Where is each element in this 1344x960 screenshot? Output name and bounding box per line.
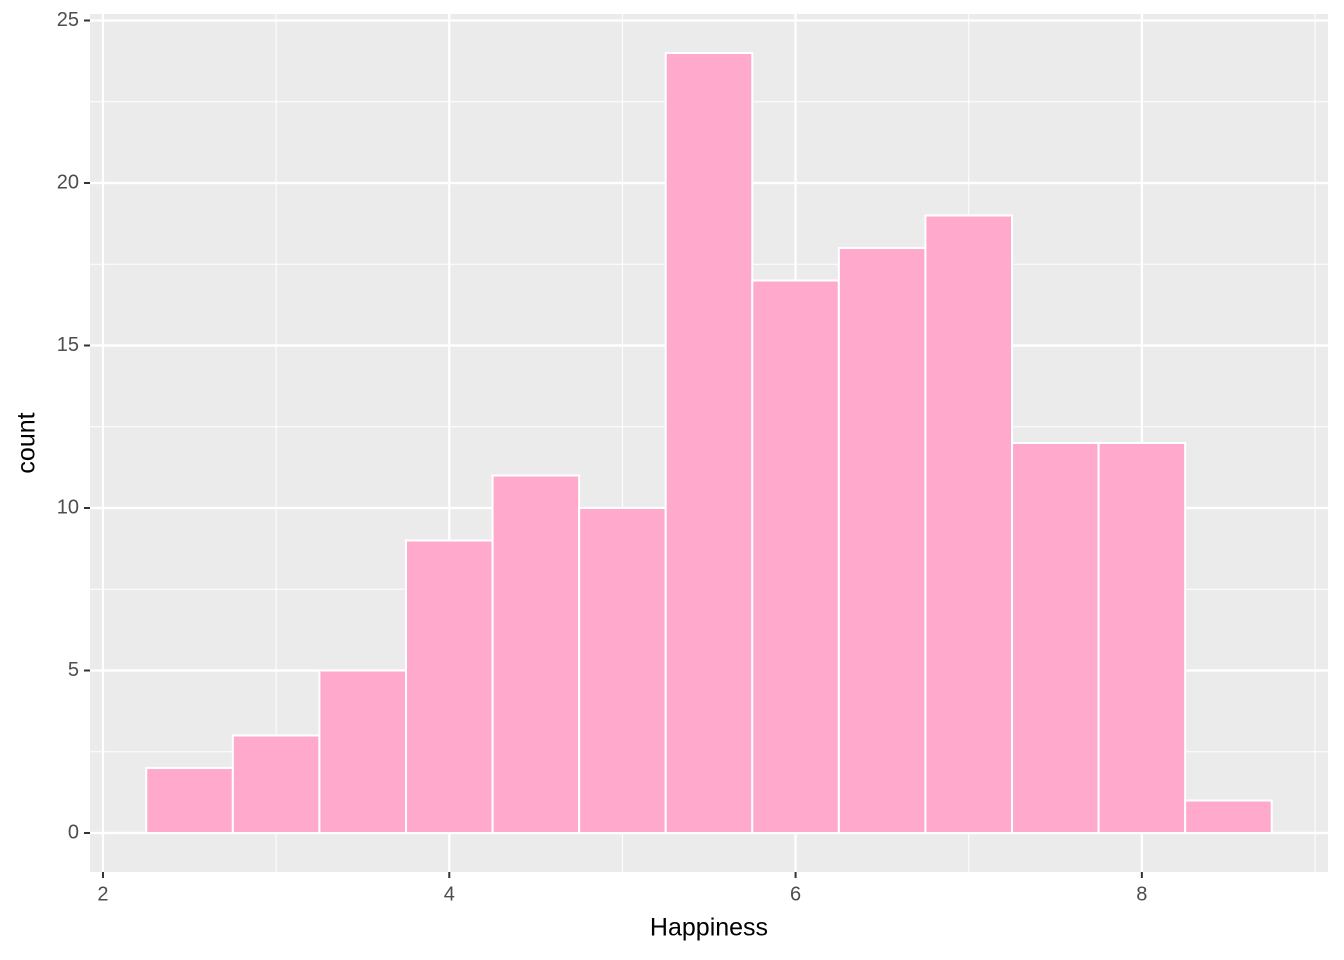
y-tick-label: 10 bbox=[57, 496, 79, 518]
y-tick-label: 15 bbox=[57, 334, 79, 356]
bar bbox=[491, 474, 581, 834]
bars bbox=[145, 52, 1273, 834]
y-tick-label: 0 bbox=[68, 821, 79, 843]
y-tick-label: 5 bbox=[68, 659, 79, 681]
bar bbox=[231, 734, 321, 834]
bar bbox=[751, 279, 840, 834]
x-axis-title: Happiness bbox=[650, 914, 768, 942]
y-tick-label: 25 bbox=[57, 9, 79, 31]
bar bbox=[578, 507, 667, 834]
bar bbox=[924, 214, 1014, 834]
x-tick-label: 4 bbox=[444, 883, 455, 905]
x-tick-label: 8 bbox=[1136, 883, 1147, 905]
bar bbox=[318, 669, 407, 834]
axes: 2 4 6 8 0 5 10 15 20 25 bbox=[57, 9, 1148, 906]
bar bbox=[404, 539, 494, 834]
bar bbox=[664, 52, 754, 834]
bar bbox=[145, 767, 234, 834]
x-tick-label: 6 bbox=[790, 883, 801, 905]
y-axis-title: count bbox=[13, 412, 41, 473]
bar bbox=[1011, 442, 1100, 834]
bar bbox=[837, 247, 927, 834]
bar bbox=[1097, 442, 1187, 834]
bar bbox=[1184, 799, 1273, 834]
y-tick-label: 20 bbox=[57, 171, 79, 193]
x-tick-label: 2 bbox=[97, 883, 108, 905]
